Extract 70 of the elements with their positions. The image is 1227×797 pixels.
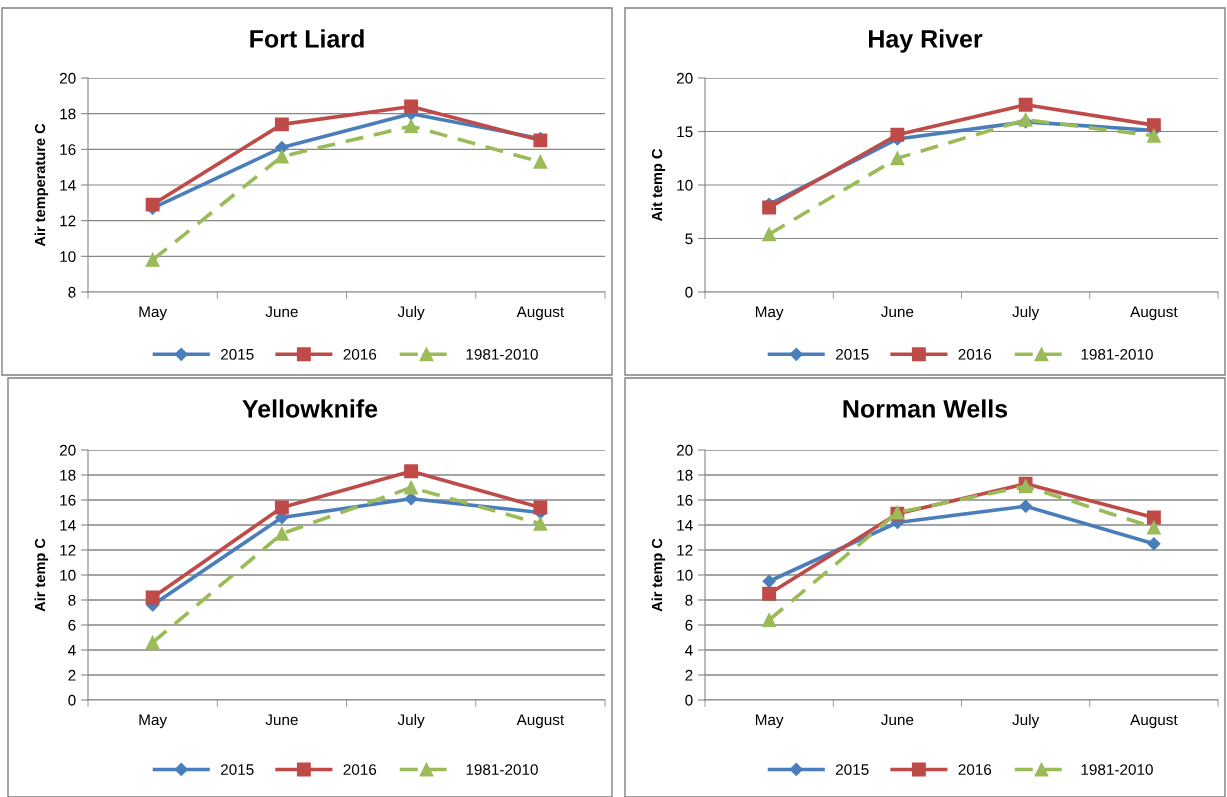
legend-label: 2015 — [835, 764, 869, 775]
y-tick-label: 15 — [677, 126, 693, 138]
y-tick-label: 18 — [60, 469, 76, 481]
y-tick-label: 8 — [685, 594, 693, 606]
y-tick-label: 14 — [60, 180, 76, 191]
y-tick-label: 4 — [68, 645, 76, 656]
x-tick-label: May — [139, 714, 168, 729]
y-tick-label: 14 — [60, 520, 76, 531]
y-tick-label: 10 — [60, 569, 76, 581]
y-tick-label: 10 — [677, 179, 693, 191]
legend-label: 1981-2010 — [466, 764, 538, 775]
legend-label: 2016 — [958, 764, 992, 775]
legend-label: 2015 — [835, 348, 869, 360]
legend-label: 2016 — [958, 348, 992, 360]
x-tick-label: August — [516, 714, 565, 729]
y-tick-label: 0 — [685, 286, 693, 298]
y-tick-label: 20 — [676, 444, 693, 456]
y-tick-label: 12 — [677, 544, 693, 556]
legend-label: 2016 — [343, 348, 377, 360]
y-tick-label: 6 — [68, 619, 76, 631]
y-axis-title: Air temp C — [651, 538, 666, 612]
x-tick-label: August — [516, 306, 565, 321]
x-tick-label: May — [755, 306, 784, 321]
x-tick-label: August — [1130, 714, 1178, 729]
x-tick-label: July — [1012, 305, 1040, 321]
legend-label: 1981-2010 — [466, 348, 538, 360]
x-tick-label: June — [265, 714, 298, 726]
y-axis-title: Air temp C — [34, 538, 49, 612]
x-tick-label: May — [139, 306, 168, 321]
y-tick-label: 10 — [60, 251, 76, 263]
y-tick-label: 10 — [677, 569, 693, 581]
y-tick-label: 20 — [59, 444, 76, 456]
y-tick-label: 12 — [60, 544, 76, 556]
chart-title: Fort Liard — [250, 29, 364, 48]
y-tick-label: 6 — [685, 619, 693, 631]
chart-title: Norman Wells — [843, 399, 1008, 418]
y-tick-label: 20 — [676, 72, 693, 84]
legend-label: 2016 — [343, 764, 377, 775]
x-tick-label: August — [1130, 306, 1178, 321]
legend-label: 1981-2010 — [1081, 764, 1153, 775]
y-tick-label: 8 — [68, 594, 76, 606]
y-tick-label: 18 — [60, 108, 76, 120]
legend-label: 2015 — [220, 348, 254, 360]
y-tick-label: 12 — [60, 215, 76, 227]
y-tick-label: 16 — [60, 144, 76, 156]
chart-title: Hay River — [869, 29, 983, 53]
y-axis-title: Air temperature C — [34, 123, 49, 247]
y-tick-label: 16 — [60, 494, 76, 506]
x-tick-label: July — [397, 713, 425, 729]
x-tick-label: June — [265, 306, 298, 318]
y-tick-label: 14 — [677, 520, 693, 531]
y-tick-label: 18 — [677, 469, 693, 481]
y-tick-label: 2 — [685, 669, 693, 681]
x-tick-label: July — [1012, 713, 1040, 729]
y-tick-label: 4 — [685, 645, 693, 656]
y-tick-label: 0 — [68, 694, 76, 706]
legend-label: 1981-2010 — [1081, 348, 1153, 360]
y-tick-label: 16 — [677, 494, 693, 506]
legend-label: 2015 — [220, 764, 254, 775]
x-tick-label: May — [755, 714, 784, 729]
y-tick-label: 0 — [685, 694, 693, 706]
x-tick-label: July — [397, 305, 425, 321]
y-tick-label: 2 — [68, 669, 76, 681]
x-tick-label: June — [881, 714, 914, 726]
x-tick-label: June — [881, 306, 914, 318]
y-axis-title: Ait temp C — [651, 148, 666, 222]
chart-title: Yellowknife — [242, 399, 378, 418]
y-tick-label: 8 — [68, 286, 76, 298]
y-tick-label: 20 — [59, 72, 76, 84]
y-tick-label: 5 — [685, 233, 693, 245]
